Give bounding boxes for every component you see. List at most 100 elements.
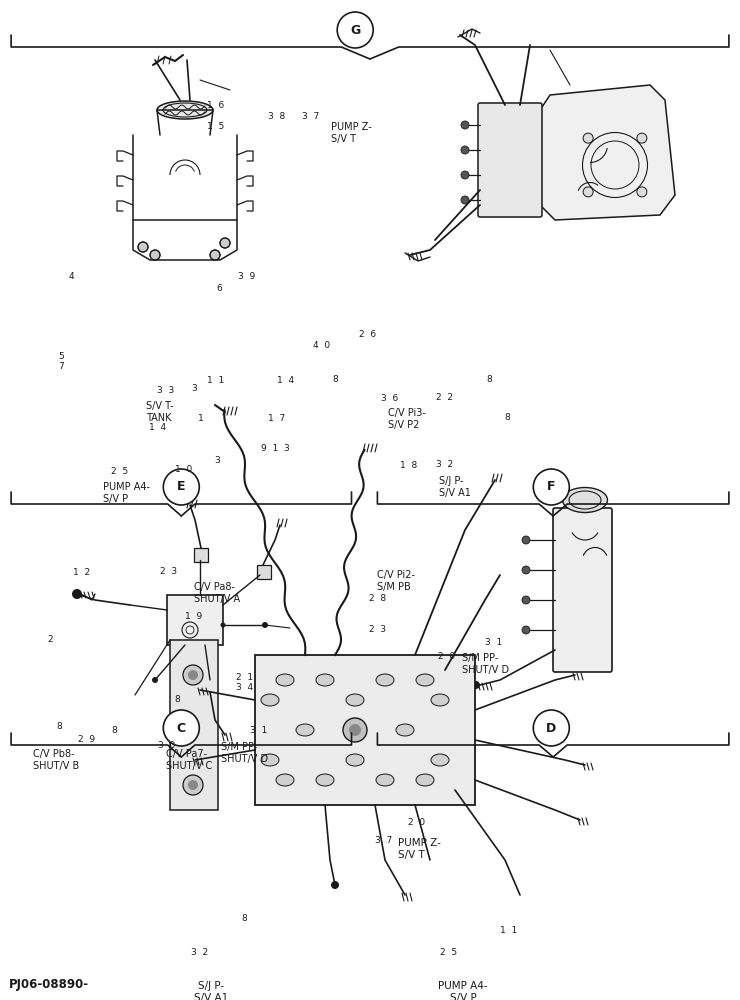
- Text: 3  8: 3 8: [268, 112, 286, 121]
- Text: 1  1: 1 1: [500, 926, 518, 935]
- Circle shape: [220, 238, 230, 248]
- Text: 1  9: 1 9: [185, 612, 203, 621]
- Text: 8: 8: [241, 914, 247, 923]
- Circle shape: [164, 710, 199, 746]
- Ellipse shape: [157, 101, 213, 119]
- Circle shape: [188, 670, 198, 680]
- Text: PUMP Z-
S/V T: PUMP Z- S/V T: [398, 838, 441, 860]
- Circle shape: [72, 589, 82, 599]
- Ellipse shape: [346, 694, 364, 706]
- Text: C/V Pi2-
S/M PB: C/V Pi2- S/M PB: [377, 570, 415, 592]
- Ellipse shape: [431, 754, 449, 766]
- Text: 3  0: 3 0: [158, 741, 175, 750]
- Ellipse shape: [276, 774, 294, 786]
- Circle shape: [472, 681, 480, 689]
- Text: 2  1
3  4: 2 1 3 4: [235, 673, 253, 692]
- Text: 8: 8: [112, 726, 118, 735]
- Circle shape: [583, 187, 593, 197]
- Text: 3  3: 3 3: [157, 386, 175, 395]
- Text: 9  1  3: 9 1 3: [261, 444, 289, 453]
- Circle shape: [522, 566, 530, 574]
- Text: 3  1: 3 1: [250, 726, 267, 735]
- Ellipse shape: [261, 754, 279, 766]
- Circle shape: [534, 710, 569, 746]
- Text: 6: 6: [216, 284, 222, 293]
- Text: F: F: [547, 481, 556, 493]
- Text: 8: 8: [486, 375, 492, 384]
- Text: C/V Pb8-
SHUT/V B: C/V Pb8- SHUT/V B: [33, 749, 80, 771]
- Text: C/V Pa8-
SHUT/V A: C/V Pa8- SHUT/V A: [194, 582, 240, 604]
- Text: 1  6: 1 6: [207, 101, 225, 110]
- Text: 8: 8: [175, 695, 181, 704]
- Bar: [194, 548, 208, 562]
- Ellipse shape: [261, 694, 279, 706]
- Text: PUMP A4-
S/V P: PUMP A4- S/V P: [103, 482, 150, 504]
- Text: 3  7: 3 7: [375, 836, 392, 845]
- FancyBboxPatch shape: [478, 103, 542, 217]
- Text: 2  6: 2 6: [359, 330, 377, 339]
- Text: 3  2: 3 2: [191, 948, 209, 957]
- Text: 3  7: 3 7: [302, 112, 320, 121]
- Circle shape: [461, 196, 469, 204]
- Text: 8: 8: [332, 375, 338, 384]
- Circle shape: [138, 242, 148, 252]
- Ellipse shape: [562, 488, 608, 512]
- Text: G: G: [350, 23, 360, 36]
- Text: 1: 1: [198, 414, 204, 423]
- Text: 8: 8: [505, 413, 511, 422]
- Text: 1  2: 1 2: [73, 568, 90, 577]
- Circle shape: [183, 665, 203, 685]
- Circle shape: [221, 622, 226, 628]
- Text: 1  7: 1 7: [268, 414, 286, 423]
- Polygon shape: [540, 85, 675, 220]
- Text: E: E: [177, 481, 186, 493]
- Bar: [257, 565, 271, 579]
- Circle shape: [262, 622, 268, 628]
- Ellipse shape: [416, 674, 434, 686]
- Bar: [170, 640, 218, 810]
- Text: 3  9: 3 9: [238, 272, 255, 281]
- Text: PUMP A4-
S/V P: PUMP A4- S/V P: [438, 981, 488, 1000]
- Text: C: C: [177, 722, 186, 734]
- Ellipse shape: [346, 754, 364, 766]
- Circle shape: [337, 12, 373, 48]
- Ellipse shape: [316, 674, 334, 686]
- Text: S/J P-
S/V A1: S/J P- S/V A1: [439, 476, 471, 498]
- Circle shape: [331, 881, 339, 889]
- Circle shape: [152, 677, 158, 683]
- Circle shape: [349, 724, 361, 736]
- Circle shape: [461, 171, 469, 179]
- Text: 2  5: 2 5: [440, 948, 457, 957]
- Circle shape: [637, 187, 647, 197]
- Text: 8: 8: [56, 722, 62, 731]
- Text: 1  5: 1 5: [207, 122, 225, 131]
- Circle shape: [583, 133, 593, 143]
- Ellipse shape: [276, 674, 294, 686]
- Text: 2  0: 2 0: [408, 818, 425, 827]
- Ellipse shape: [376, 674, 394, 686]
- Text: 1  4: 1 4: [149, 423, 166, 432]
- Text: 2  2: 2 2: [436, 393, 452, 402]
- Text: 5
7: 5 7: [58, 352, 64, 371]
- Text: 4  0: 4 0: [313, 341, 331, 350]
- Bar: [255, 655, 475, 805]
- Ellipse shape: [416, 774, 434, 786]
- Circle shape: [534, 469, 569, 505]
- Circle shape: [164, 469, 199, 505]
- Text: 3  2: 3 2: [436, 460, 454, 469]
- Text: 2  3: 2 3: [369, 625, 386, 634]
- Text: 2  3: 2 3: [160, 567, 178, 576]
- Text: 1  0: 1 0: [175, 465, 192, 474]
- Text: D: D: [546, 722, 556, 734]
- Text: S/J P-
S/V A1: S/J P- S/V A1: [194, 981, 228, 1000]
- Text: 4: 4: [68, 272, 74, 281]
- Circle shape: [522, 536, 530, 544]
- Text: S/V T-
TANK: S/V T- TANK: [146, 401, 173, 423]
- Text: 2  5: 2 5: [111, 467, 128, 476]
- Text: C/V Pa7-
SHUT/V C: C/V Pa7- SHUT/V C: [166, 749, 213, 771]
- Bar: [203, 678, 217, 692]
- Circle shape: [150, 250, 160, 260]
- Circle shape: [522, 596, 530, 604]
- Text: 3  6: 3 6: [381, 394, 399, 403]
- Text: PJ06-08890-: PJ06-08890-: [9, 978, 89, 991]
